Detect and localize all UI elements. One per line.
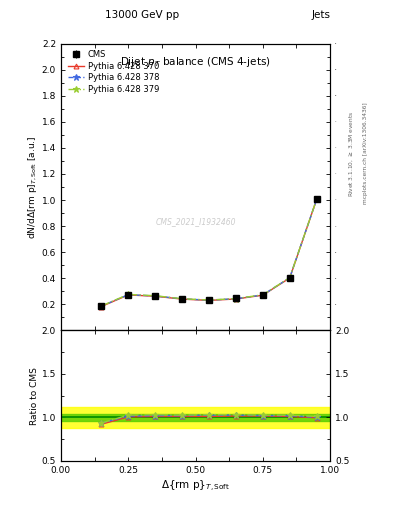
Text: Jets: Jets	[311, 10, 330, 20]
Legend: CMS, Pythia 6.428 370, Pythia 6.428 378, Pythia 6.428 379: CMS, Pythia 6.428 370, Pythia 6.428 378,…	[65, 48, 162, 96]
Text: 13000 GeV pp: 13000 GeV pp	[105, 10, 179, 20]
Text: mcplots.cern.ch [arXiv:1306.3436]: mcplots.cern.ch [arXiv:1306.3436]	[363, 103, 368, 204]
Pythia 6.428 379	[261, 292, 265, 298]
Line: Pythia 6.428 378: Pythia 6.428 378	[98, 196, 320, 309]
Text: Dijet $p_T$ balance (CMS 4-jets): Dijet $p_T$ balance (CMS 4-jets)	[120, 55, 271, 69]
Pythia 6.428 379	[180, 295, 184, 302]
Pythia 6.428 370	[207, 297, 211, 304]
Pythia 6.428 378	[233, 295, 238, 302]
Pythia 6.428 379	[233, 295, 238, 302]
Pythia 6.428 378	[261, 292, 265, 298]
Pythia 6.428 379	[99, 303, 104, 309]
Pythia 6.428 378	[99, 303, 104, 309]
Pythia 6.428 370	[233, 296, 238, 302]
Line: Pythia 6.428 370: Pythia 6.428 370	[99, 197, 319, 309]
Pythia 6.428 379	[314, 196, 319, 202]
Text: Rivet 3.1.10, $\geq$ 3.3M events: Rivet 3.1.10, $\geq$ 3.3M events	[348, 111, 356, 197]
Pythia 6.428 378	[126, 292, 130, 298]
Pythia 6.428 370	[180, 296, 184, 302]
Y-axis label: Ratio to CMS: Ratio to CMS	[30, 367, 39, 424]
Pythia 6.428 378	[153, 293, 158, 299]
X-axis label: $\Delta${rm p}$_{T,\rm Soft}$: $\Delta${rm p}$_{T,\rm Soft}$	[161, 479, 230, 494]
Pythia 6.428 379	[153, 293, 158, 299]
Text: CMS_2021_I1932460: CMS_2021_I1932460	[155, 217, 236, 226]
Pythia 6.428 379	[126, 291, 130, 297]
Pythia 6.428 379	[207, 297, 211, 303]
Pythia 6.428 378	[287, 274, 292, 281]
Pythia 6.428 370	[153, 293, 158, 300]
Pythia 6.428 370	[314, 196, 319, 202]
Line: Pythia 6.428 379: Pythia 6.428 379	[98, 196, 320, 309]
Pythia 6.428 370	[126, 292, 130, 298]
Pythia 6.428 370	[261, 292, 265, 298]
Pythia 6.428 378	[207, 297, 211, 303]
Pythia 6.428 370	[287, 275, 292, 281]
Pythia 6.428 378	[314, 196, 319, 202]
Y-axis label: dN/d$\Delta$[rm p]$_{T,\rm Soft}$ [a.u.]: dN/d$\Delta$[rm p]$_{T,\rm Soft}$ [a.u.]	[26, 135, 39, 239]
Pythia 6.428 378	[180, 296, 184, 302]
Pythia 6.428 379	[287, 274, 292, 281]
Pythia 6.428 370	[99, 304, 104, 310]
